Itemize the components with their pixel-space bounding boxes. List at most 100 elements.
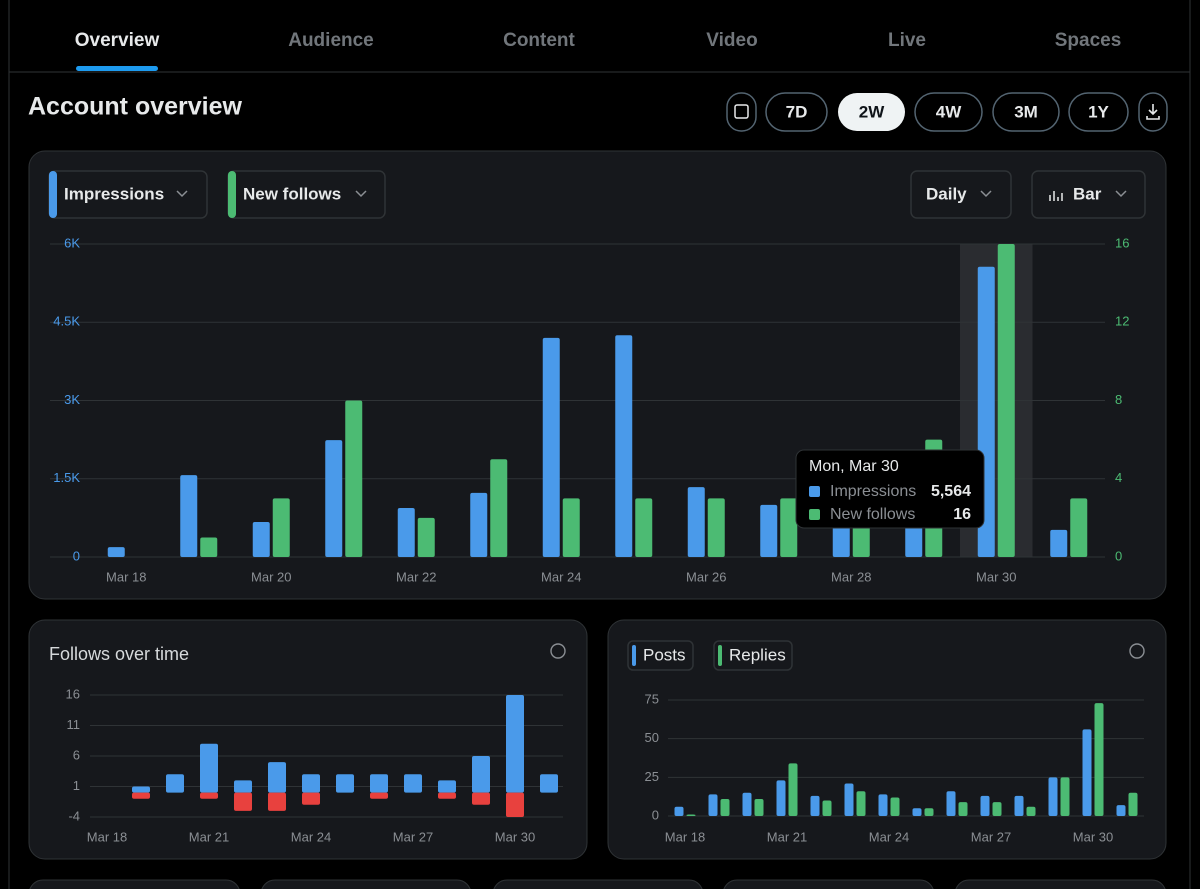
- bar-icon: [1049, 191, 1063, 201]
- x-tick-label: Mar 18: [106, 569, 146, 584]
- bar: [1082, 729, 1092, 816]
- posts-legend: Posts Replies: [627, 640, 793, 671]
- x-tick-label: Mar 24: [869, 829, 909, 844]
- bar: [1094, 703, 1104, 816]
- bar: [776, 780, 786, 816]
- x-tick-label: Mar 20: [251, 569, 291, 584]
- bar: [844, 783, 854, 816]
- bar: [252, 522, 270, 557]
- bar: [912, 808, 922, 816]
- posts-card: [607, 619, 1167, 860]
- bar: [370, 774, 388, 793]
- bar: [878, 794, 888, 816]
- metric-dropdowns: Impressions New follows Daily Bar: [48, 170, 1146, 219]
- bar: [302, 792, 320, 805]
- bar: [1070, 498, 1088, 557]
- download-button[interactable]: [1138, 92, 1168, 132]
- x-tick-label: Mar 21: [767, 829, 807, 844]
- x-tick-label: Mar 26: [686, 569, 726, 584]
- bar: [472, 756, 490, 793]
- info-icon[interactable]: [550, 643, 566, 659]
- dropdown[interactable]: [910, 170, 1012, 219]
- bar: [890, 797, 900, 816]
- tab[interactable]: Audience: [288, 30, 374, 51]
- bar: [1026, 806, 1036, 816]
- legend-label: Replies: [729, 645, 786, 664]
- legend-item[interactable]: [627, 640, 694, 671]
- range-button[interactable]: [992, 92, 1060, 132]
- card-title: Follows over time: [49, 644, 189, 664]
- legend-swatch: [718, 645, 722, 666]
- heading: Account overview: [28, 93, 243, 121]
- bar: [1048, 777, 1058, 816]
- range-label: 1Y: [1088, 102, 1109, 121]
- range-button[interactable]: [1068, 92, 1129, 132]
- y-tick-label: 50: [645, 730, 659, 745]
- bar: [562, 498, 580, 557]
- tooltip: Mon, Mar 30 Impressions 5,564 New follow…: [795, 449, 985, 529]
- tooltip-title: Mon, Mar 30: [809, 458, 899, 475]
- tab[interactable]: Overview: [75, 30, 160, 51]
- bar: [302, 774, 320, 793]
- bar: [438, 780, 456, 793]
- card: [261, 879, 471, 889]
- range-label: 7D: [786, 102, 808, 121]
- bar: [822, 800, 832, 816]
- dropdown[interactable]: [1031, 170, 1146, 219]
- range-button[interactable]: [914, 92, 983, 132]
- bar: [788, 763, 798, 816]
- bar: [980, 795, 990, 816]
- bar: [686, 814, 696, 816]
- bar: [180, 475, 198, 557]
- bar: [200, 743, 218, 793]
- calendar-icon: [734, 104, 749, 119]
- range-button-active[interactable]: [838, 93, 905, 131]
- chevron: [176, 190, 188, 198]
- x-tick-label: Mar 30: [1073, 829, 1113, 844]
- y-tick-label: 16: [66, 686, 80, 701]
- tab[interactable]: Video: [706, 30, 757, 51]
- bar: [438, 792, 456, 799]
- calendar-button[interactable]: [726, 92, 757, 132]
- bar: [720, 798, 730, 816]
- range-buttons: 7D 2W 4W 3M 1Y: [726, 92, 1168, 132]
- bar: [810, 795, 820, 816]
- bar: [417, 517, 435, 557]
- legend-label: Posts: [643, 645, 686, 664]
- tab[interactable]: Live: [888, 30, 926, 51]
- y-tick-label: 6K: [64, 235, 80, 250]
- chevron: [980, 190, 992, 198]
- card: [29, 879, 240, 889]
- tab[interactable]: Spaces: [1055, 30, 1122, 51]
- x-tick-label: Mar 18: [665, 829, 705, 844]
- y-tick-label: 25: [645, 769, 659, 784]
- bar: [1116, 805, 1126, 816]
- x-tick-label: Mar 21: [189, 829, 229, 844]
- range-button[interactable]: [765, 92, 828, 132]
- info-icon[interactable]: [1129, 643, 1145, 659]
- tab[interactable]: Content: [503, 30, 575, 51]
- x-tick-label: Mar 24: [541, 569, 581, 584]
- x-tick-label: Mar 30: [976, 569, 1016, 584]
- legend-item[interactable]: [713, 640, 793, 671]
- y-tick-label: -4: [68, 808, 80, 823]
- dropdown-accent: [228, 171, 236, 218]
- bar: [272, 498, 290, 557]
- x-tick-label: Mar 30: [495, 829, 535, 844]
- bar: [540, 774, 558, 793]
- bar: [1050, 529, 1068, 557]
- tooltip-label: Impressions: [830, 483, 916, 500]
- bar: [404, 774, 422, 793]
- tabs: Overview Audience Content Video Live Spa…: [75, 30, 1122, 71]
- dropdown-accent: [49, 171, 57, 218]
- y-tick-label: 16: [1115, 235, 1129, 250]
- bar: [997, 244, 1015, 557]
- tooltip-label: New follows: [830, 506, 915, 523]
- tooltip-box: [795, 449, 985, 529]
- y-tick-label: 12: [1115, 314, 1129, 329]
- bar: [132, 786, 150, 793]
- bar: [958, 802, 968, 816]
- bar: [635, 498, 653, 557]
- y-tick-label: 0: [1115, 548, 1122, 563]
- bar: [506, 792, 524, 817]
